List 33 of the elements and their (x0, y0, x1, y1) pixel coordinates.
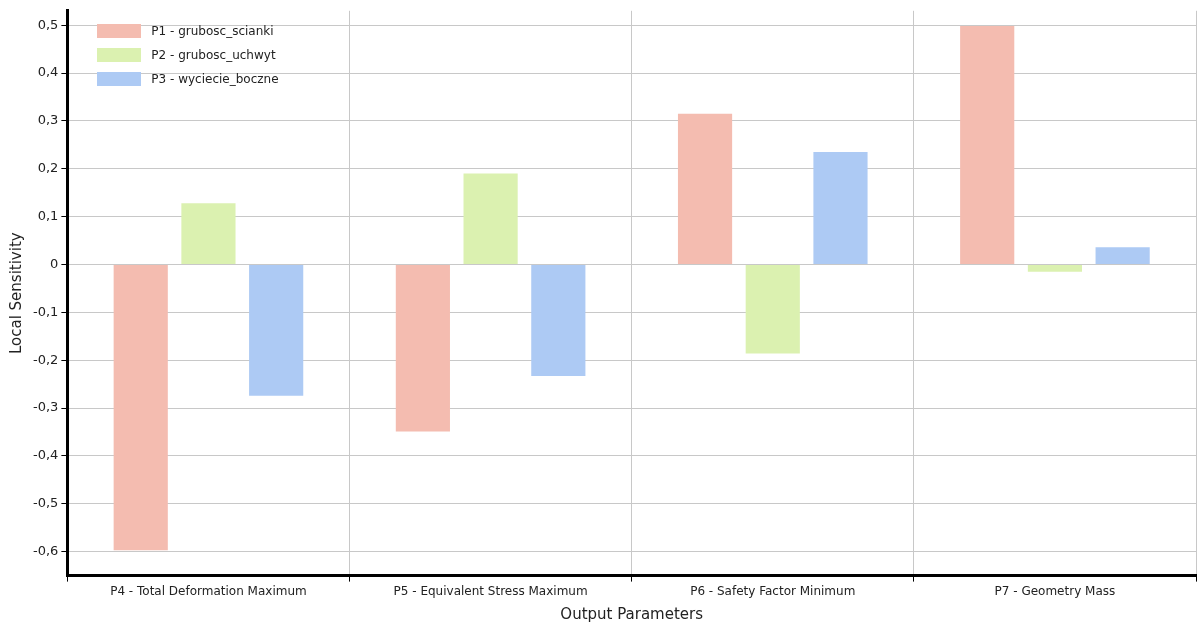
bar (531, 264, 586, 377)
x-tick-label: P5 - Equivalent Stress Maximum (393, 583, 588, 598)
y-tick-label: -0,4 (32, 447, 59, 463)
y-tick-label: 0,2 (37, 160, 59, 176)
x-tick-label: P4 - Total Deformation Maximum (110, 583, 307, 598)
y-tick-label: 0,5 (37, 16, 59, 32)
bar (249, 264, 304, 396)
bar (395, 264, 450, 432)
legend-label: P1 - grubosc_scianki (151, 23, 274, 38)
bar (677, 113, 733, 264)
y-tick-label: -0,1 (32, 303, 59, 319)
y-tick-label: -0,6 (32, 543, 59, 559)
bar (113, 264, 168, 551)
bar (745, 264, 800, 354)
bar (1027, 264, 1083, 272)
x-tick-label: P6 - Safety Factor Minimum (690, 583, 856, 598)
x-tick-label: P7 - Geometry Mass (994, 583, 1116, 598)
bar (181, 203, 236, 264)
y-tick-label: -0,5 (32, 495, 59, 511)
bar (1095, 247, 1150, 264)
bar (813, 152, 868, 264)
legend-label: P2 - grubosc_uchwyt (151, 47, 276, 62)
y-tick-label: 0,3 (37, 112, 59, 128)
y-tick-label: 0 (50, 255, 59, 271)
y-axis-title: Local Sensitivity (6, 232, 25, 355)
legend-label: P3 - wyciecie_boczne (151, 71, 279, 86)
bar (463, 173, 518, 264)
y-tick-label: 0,4 (37, 64, 59, 80)
y-tick-label: -0,3 (32, 399, 59, 415)
bar (960, 26, 1015, 264)
x-axis-title: Output Parameters (560, 604, 704, 623)
y-tick-label: 0,1 (37, 207, 59, 223)
y-tick-label: -0,2 (32, 351, 59, 367)
